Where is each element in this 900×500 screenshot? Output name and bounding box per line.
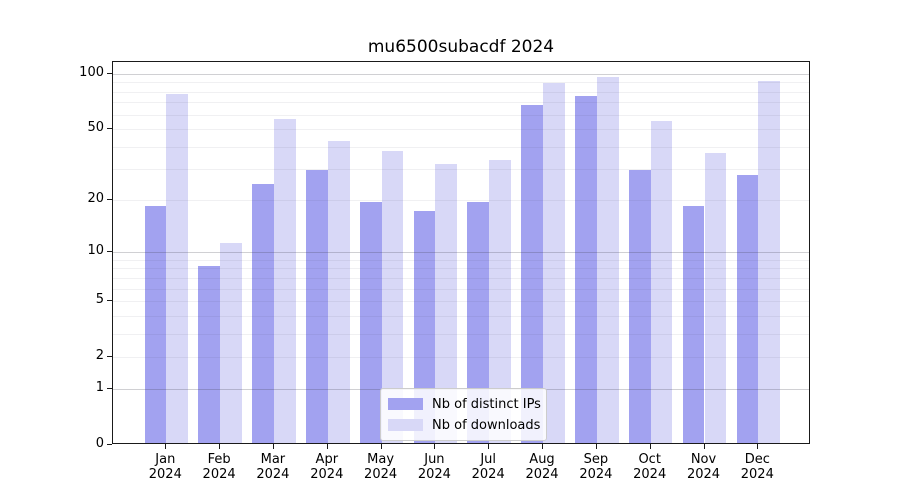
y-tick-label-50: 50 bbox=[87, 119, 104, 135]
legend-swatch-distinct-ips bbox=[388, 398, 423, 410]
legend-label-downloads: Nb of downloads bbox=[432, 417, 541, 433]
x-tick-may bbox=[380, 444, 382, 449]
y-tick-label-0: 0 bbox=[95, 436, 104, 451]
x-tick-dec bbox=[757, 444, 759, 449]
bar-downloads-mar bbox=[273, 119, 296, 443]
bar-distinct-ips-feb bbox=[198, 266, 221, 443]
legend-swatch-downloads bbox=[388, 419, 423, 431]
gridline-30 bbox=[113, 168, 809, 170]
gridline-100 bbox=[113, 74, 809, 75]
gridline-60 bbox=[113, 114, 809, 116]
y-tick-label-1: 1 bbox=[95, 380, 104, 396]
legend: Nb of distinct IPs Nb of downloads bbox=[380, 388, 547, 441]
x-tick-feb bbox=[219, 444, 221, 449]
bar-distinct-ips-oct bbox=[628, 169, 651, 443]
bar-downloads-jul bbox=[489, 159, 511, 443]
bar-downloads-apr bbox=[327, 140, 350, 443]
x-tick-aug bbox=[542, 444, 543, 449]
chart-title: mu6500subacdf 2024 bbox=[367, 37, 555, 57]
x-tick-label-apr: Apr 2024 bbox=[310, 452, 344, 482]
x-tick-label-dec: Dec 2024 bbox=[740, 452, 774, 482]
gridline-90 bbox=[113, 82, 809, 84]
bar-distinct-ips-aug bbox=[521, 105, 543, 443]
bar-distinct-ips-nov bbox=[682, 206, 705, 443]
bar-downloads-nov bbox=[704, 152, 727, 443]
legend-item-downloads: Nb of downloads bbox=[388, 416, 541, 434]
x-tick-nov bbox=[703, 444, 705, 449]
y-tick-2 bbox=[107, 355, 112, 357]
x-tick-label-sep: Sep 2024 bbox=[579, 452, 613, 482]
x-tick-jun bbox=[434, 444, 436, 449]
x-tick-label-nov: Nov 2024 bbox=[686, 452, 721, 482]
gridline-50 bbox=[113, 128, 809, 130]
gridline-40 bbox=[113, 146, 809, 148]
bar-distinct-ips-jul bbox=[467, 202, 490, 443]
y-tick-1 bbox=[107, 388, 112, 390]
y-tick-label-100: 100 bbox=[79, 65, 104, 80]
x-tick-label-may: May 2024 bbox=[364, 452, 398, 482]
x-tick-jul bbox=[488, 444, 490, 449]
bar-distinct-ips-jun bbox=[413, 210, 436, 443]
bar-distinct-ips-apr bbox=[306, 169, 328, 443]
gridline-9 bbox=[113, 259, 809, 261]
gridline-4 bbox=[113, 315, 809, 317]
bar-distinct-ips-mar bbox=[252, 184, 274, 443]
y-tick-10 bbox=[107, 251, 112, 253]
y-tick-label-10: 10 bbox=[87, 243, 104, 259]
bar-distinct-ips-sep bbox=[575, 95, 597, 443]
gridline-10 bbox=[113, 252, 809, 254]
x-tick-label-jan: Jan 2024 bbox=[148, 452, 182, 482]
bar-distinct-ips-dec bbox=[736, 175, 759, 443]
gridline-5 bbox=[113, 301, 809, 302]
gridline-7 bbox=[113, 277, 809, 279]
bar-downloads-jan bbox=[166, 93, 189, 443]
x-tick-mar bbox=[272, 444, 274, 449]
y-tick-label-20: 20 bbox=[87, 191, 104, 207]
bar-downloads-oct bbox=[650, 120, 673, 443]
x-tick-label-mar: Mar 2024 bbox=[256, 452, 290, 482]
x-tick-label-feb: Feb 2024 bbox=[202, 452, 236, 482]
bar-downloads-dec bbox=[758, 81, 781, 443]
x-tick-label-jul: Jul 2024 bbox=[471, 452, 505, 482]
y-tick-20 bbox=[107, 199, 112, 201]
y-tick-5 bbox=[107, 300, 112, 301]
legend-label-distinct-ips: Nb of distinct IPs bbox=[432, 396, 541, 412]
bar-downloads-may bbox=[381, 150, 404, 443]
x-tick-label-oct: Oct 2024 bbox=[633, 452, 667, 482]
y-tick-label-5: 5 bbox=[95, 292, 104, 307]
y-tick-100 bbox=[107, 73, 112, 74]
bar-downloads-jun bbox=[435, 164, 458, 443]
gridline-20 bbox=[113, 200, 809, 202]
y-tick-label-2: 2 bbox=[95, 347, 104, 363]
legend-item-distinct-ips: Nb of distinct IPs bbox=[388, 395, 541, 413]
gridline-3 bbox=[113, 333, 809, 335]
bar-distinct-ips-may bbox=[359, 202, 382, 443]
x-tick-apr bbox=[326, 444, 328, 449]
plot-area bbox=[112, 61, 810, 444]
gridline-6 bbox=[113, 288, 809, 290]
bar-distinct-ips-jan bbox=[144, 206, 167, 443]
bar-downloads-feb bbox=[220, 243, 242, 443]
gridline-80 bbox=[113, 91, 809, 93]
y-tick-0 bbox=[107, 444, 112, 445]
x-tick-label-jun: Jun 2024 bbox=[417, 452, 451, 482]
bar-downloads-sep bbox=[596, 76, 619, 443]
x-tick-sep bbox=[595, 444, 597, 449]
gridline-70 bbox=[113, 102, 809, 104]
y-tick-50 bbox=[107, 127, 112, 129]
gridline-2 bbox=[113, 356, 809, 358]
bar-downloads-aug bbox=[543, 83, 565, 443]
x-tick-jan bbox=[165, 444, 167, 449]
gridline-8 bbox=[113, 268, 809, 270]
x-tick-oct bbox=[649, 444, 651, 449]
x-tick-label-aug: Aug 2024 bbox=[525, 452, 559, 482]
